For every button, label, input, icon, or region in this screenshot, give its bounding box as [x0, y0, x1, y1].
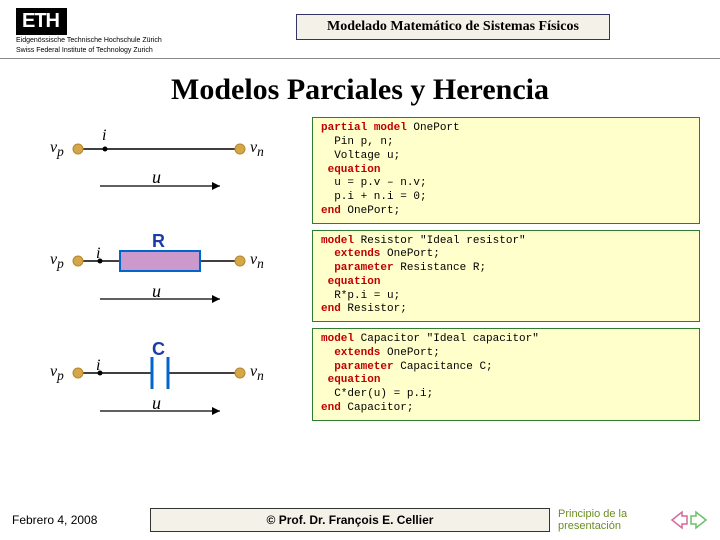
footer-author: © Prof. Dr. François E. Cellier — [150, 508, 550, 532]
code-resistor: model Resistor "Ideal resistor" extends … — [312, 230, 700, 323]
footer-link[interactable]: Principio de la presentación — [558, 508, 664, 532]
footer-nav: Principio de la presentación — [558, 508, 708, 532]
vn-label-c: vn — [250, 363, 264, 384]
diagrams-column: vp i vn u vp i R vn u — [20, 117, 300, 439]
arrow-left-icon[interactable] — [670, 510, 688, 530]
i-label-r: i — [96, 245, 100, 263]
i-label-c: i — [96, 357, 100, 375]
eth-subtitle-2: Swiss Federal Institute of Technology Zu… — [16, 47, 196, 55]
vn-label-r: vn — [250, 251, 264, 272]
content: vp i vn u vp i R vn u — [0, 117, 720, 439]
footer: Febrero 4, 2008 © Prof. Dr. François E. … — [0, 508, 720, 532]
u-label: u — [152, 167, 161, 188]
i-label: i — [102, 127, 106, 145]
vn-label: vn — [250, 139, 264, 160]
vp-label-r: vp — [50, 251, 64, 272]
diagram-oneport: vp i vn u — [20, 121, 300, 219]
code-capacitor: model Capacitor "Ideal capacitor" extend… — [312, 328, 700, 421]
arrow-right-icon[interactable] — [690, 510, 708, 530]
R-label: R — [152, 231, 165, 252]
diagram-resistor: vp i R vn u — [20, 231, 300, 329]
u-label-r: u — [152, 281, 161, 302]
diagram-capacitor: vp i C vn u — [20, 341, 300, 439]
eth-logo: ETH — [16, 8, 67, 35]
footer-date: Febrero 4, 2008 — [12, 513, 142, 527]
header-title: Modelado Matemático de Sistemas Físicos — [296, 14, 610, 40]
code-oneport: partial model OnePort Pin p, n; Voltage … — [312, 117, 700, 223]
header: ETH Eidgenössische Technische Hochschule… — [0, 0, 720, 59]
u-label-c: u — [152, 393, 161, 414]
page-title: Modelos Parciales y Herencia — [0, 73, 720, 107]
eth-logo-block: ETH Eidgenössische Technische Hochschule… — [16, 8, 196, 54]
code-column: partial model OnePort Pin p, n; Voltage … — [312, 117, 700, 439]
eth-subtitle-1: Eidgenössische Technische Hochschule Zür… — [16, 37, 196, 45]
vp-label-c: vp — [50, 363, 64, 384]
vp-label: vp — [50, 139, 64, 160]
nav-arrows — [670, 510, 708, 530]
C-label: C — [152, 339, 165, 360]
